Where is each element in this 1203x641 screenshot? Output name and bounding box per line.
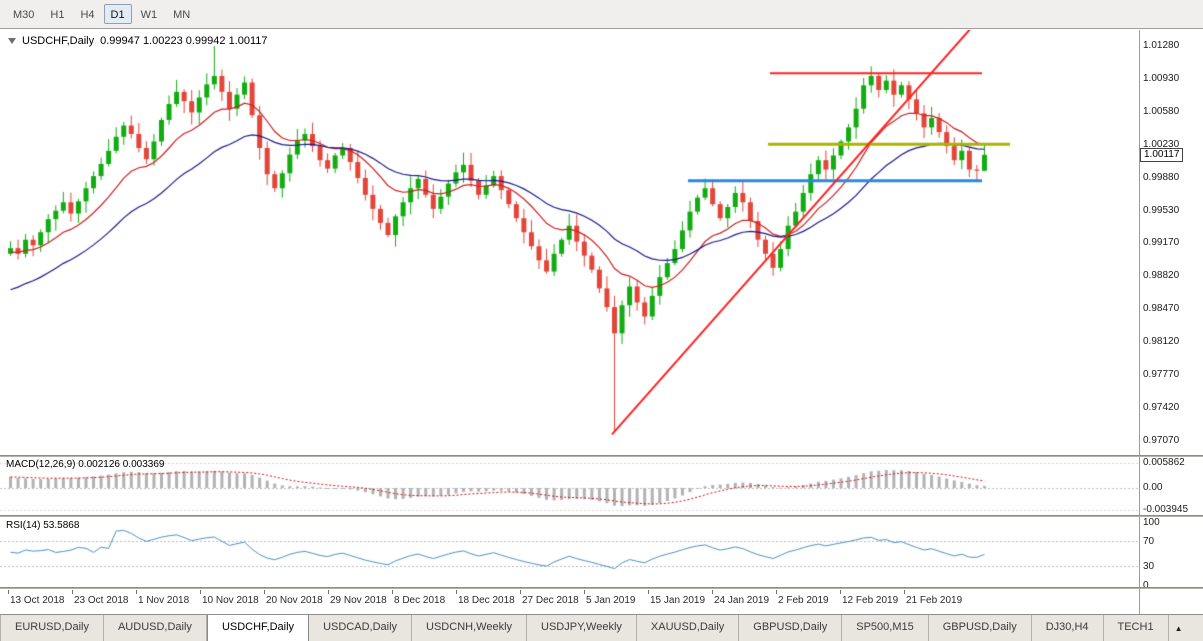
tab-list-arrow-icon[interactable]: ▲ [1174, 623, 1183, 633]
rsi-scale-tick: 0 [1143, 580, 1149, 591]
ohlc-values-text: 0.99947 1.00223 0.99942 1.00117 [100, 35, 268, 47]
timeframe-m30[interactable]: M30 [13, 9, 35, 21]
date-tick: 18 Dec 2018 [456, 590, 515, 606]
date-tick: 27 Dec 2018 [520, 590, 579, 606]
tab-sp500-m15[interactable]: SP500,M15 [842, 615, 929, 641]
price-tick: 0.97070 [1143, 434, 1180, 446]
timeframe-h1[interactable]: H1 [50, 9, 65, 21]
chart-symbol-label: USDCHF,Daily 0.99947 1.00223 0.99942 1.0… [8, 35, 268, 47]
date-tick: 13 Oct 2018 [8, 590, 65, 606]
price-tick: 0.99530 [1143, 204, 1180, 216]
macd-scale-tick: 0.00 [1143, 482, 1163, 493]
date-tick: 1 Nov 2018 [136, 590, 190, 606]
tab-eurusd-daily[interactable]: EURUSD,Daily [0, 615, 104, 641]
panel-separator[interactable] [0, 515, 1203, 517]
macd-indicator-canvas[interactable] [0, 457, 1139, 515]
date-tick: 23 Oct 2018 [72, 590, 129, 606]
macd-scale-tick: -0.003945 [1143, 504, 1189, 515]
price-tick: 0.98120 [1143, 336, 1180, 348]
rsi-scale-tick: 100 [1143, 517, 1160, 528]
price-tick: 0.98470 [1143, 303, 1180, 315]
macd-label: MACD(12,26,9) 0.002126 0.003369 [6, 459, 165, 470]
timeframe-mn[interactable]: MN [173, 9, 191, 21]
price-tick: 0.99880 [1143, 171, 1180, 183]
price-tick: 1.01280 [1143, 40, 1180, 51]
price-scale[interactable]: 1.01280 1.00930 1.00580 1.00230 0.99880 … [1143, 40, 1201, 447]
price-tick: 0.99170 [1143, 237, 1180, 249]
panel-separator[interactable] [0, 455, 1203, 457]
dropdown-triangle-icon[interactable] [8, 38, 16, 44]
timeframe-d1[interactable]: D1 [103, 4, 132, 24]
date-tick: 5 Jan 2019 [584, 590, 636, 606]
tab-dj30-h4[interactable]: DJ30,H4 [1032, 615, 1104, 641]
date-tick: 10 Nov 2018 [200, 590, 259, 606]
price-scale-divider [1139, 30, 1140, 614]
tab-usdcnh-weekly[interactable]: USDCNH,Weekly [412, 615, 528, 641]
candlestick-chart-canvas[interactable] [0, 30, 1139, 455]
date-tick: 24 Jan 2019 [712, 590, 770, 606]
price-tick: 0.97770 [1143, 369, 1180, 381]
timeframe-h4[interactable]: H4 [80, 9, 95, 21]
date-tick: 20 Nov 2018 [264, 590, 323, 606]
price-tick: 1.00580 [1143, 105, 1180, 117]
rsi-scale-tick: 30 [1143, 561, 1155, 572]
tab-gbpusd-daily[interactable]: GBPUSD,Daily [739, 615, 843, 641]
tab-xauusd-daily[interactable]: XAUUSD,Daily [637, 615, 740, 641]
price-tick: 0.98820 [1143, 270, 1180, 282]
macd-scale-tick: 0.005862 [1143, 457, 1185, 468]
time-axis[interactable]: 13 Oct 2018 23 Oct 2018 1 Nov 2018 10 No… [0, 590, 1139, 613]
date-tick: 12 Feb 2019 [840, 590, 899, 606]
date-tick: 21 Feb 2019 [904, 590, 963, 606]
timeframe-w1[interactable]: W1 [140, 9, 158, 21]
rsi-scale-tick: 70 [1143, 536, 1155, 547]
price-tick: 0.97420 [1143, 401, 1180, 413]
date-tick: 15 Jan 2019 [648, 590, 706, 606]
tab-usdcad-daily[interactable]: USDCAD,Daily [309, 615, 413, 641]
symbol-tabbar: EURUSD,Daily AUDUSD,Daily USDCHF,Daily U… [0, 614, 1203, 641]
timeframe-toolbar: M30 H1 H4 D1 W1 MN [0, 0, 1203, 29]
rsi-label: RSI(14) 53.5868 [6, 520, 80, 531]
tab-gbpusd-daily-2[interactable]: GBPUSD,Daily [929, 615, 1032, 641]
date-tick: 29 Nov 2018 [328, 590, 387, 606]
rsi-indicator-canvas[interactable] [0, 517, 1139, 586]
tab-usdjpy-weekly[interactable]: USDJPY,Weekly [527, 615, 637, 641]
price-tick: 1.00230 [1143, 138, 1180, 150]
panel-separator [0, 587, 1203, 589]
date-tick: 8 Dec 2018 [392, 590, 446, 606]
current-price-badge: 1.00117 [1140, 148, 1184, 162]
tab-usdchf-daily[interactable]: USDCHF,Daily [206, 615, 310, 641]
symbol-timeframe-text: USDCHF,Daily [22, 35, 95, 47]
tab-tech1[interactable]: TECH1 [1104, 615, 1169, 641]
tab-audusd-daily[interactable]: AUDUSD,Daily [104, 615, 207, 641]
date-tick: 2 Feb 2019 [776, 590, 829, 606]
price-tick: 1.00930 [1143, 72, 1180, 84]
